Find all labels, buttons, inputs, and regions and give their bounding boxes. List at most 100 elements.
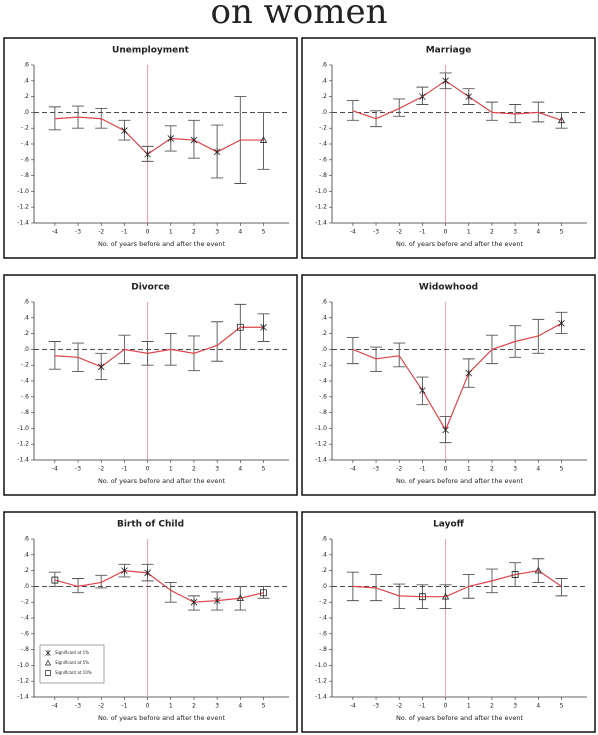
y-tick-label: .0 <box>23 583 29 590</box>
y-tick-label: -.2 <box>319 599 327 606</box>
x-tick-label: -2 <box>396 229 402 236</box>
panel: Marriage .6 .4 .2 .0 -.2 -.4 -.6 -.8 -1.0 -1.2 -1.4… <box>301 37 596 259</box>
x-tick-label: 2 <box>490 703 494 710</box>
x-tick-label: 2 <box>192 703 196 710</box>
y-tick-label: -.4 <box>21 141 29 148</box>
panel: Unemployment .6 .4 .2 .0 -.2 -.4 -.6 -.8 -1.0 -1.2… <box>3 37 298 259</box>
significance-marker <box>236 323 244 331</box>
y-tick-label: -.8 <box>21 646 29 653</box>
y-tick-label: .2 <box>321 93 327 100</box>
y-tick-label: -.2 <box>21 599 29 606</box>
x-tick-label: -2 <box>98 703 104 710</box>
y-tick-label: -.8 <box>319 172 327 179</box>
y-tick-label: .2 <box>321 567 327 574</box>
y-tick-label: -1.2 <box>315 204 327 211</box>
significance-marker <box>260 589 267 597</box>
x-tick-label: -2 <box>396 703 402 710</box>
y-tick-label: .6 <box>23 536 29 543</box>
y-tick-label: -.6 <box>21 393 29 400</box>
x-tick-label: 5 <box>560 229 564 236</box>
error-bar <box>346 337 359 365</box>
y-tick-label: -.6 <box>319 630 327 637</box>
panel-title: Birth of Child <box>117 520 184 530</box>
y-tick-label: -.6 <box>319 393 327 400</box>
x-axis-label: No. of years before and after the event <box>396 240 524 248</box>
x-tick-label: 0 <box>444 466 448 473</box>
significance-marker <box>144 569 151 577</box>
y-tick-label: -1.2 <box>17 678 29 685</box>
y-tick-label: .0 <box>23 346 29 353</box>
x-axis-label: No. of years before and after the event <box>396 477 524 485</box>
significance-marker <box>144 150 151 158</box>
significance-marker <box>167 134 175 143</box>
y-tick-label: -.8 <box>319 409 327 416</box>
x-tick-label: 3 <box>513 229 517 236</box>
significance-marker <box>259 136 268 143</box>
panel-frame <box>3 274 298 496</box>
x-tick-label: -4 <box>350 229 356 236</box>
x-tick-label: 1 <box>169 466 173 473</box>
panel-title: Unemployment <box>112 46 190 56</box>
y-tick-label: -.4 <box>21 615 29 622</box>
error-bar <box>48 571 61 587</box>
x-tick-label: -3 <box>75 466 81 473</box>
x-tick-label: 0 <box>146 703 150 710</box>
figure-heading: on women <box>210 0 387 32</box>
estimate-line <box>352 569 562 598</box>
y-tick-label: -.8 <box>21 409 29 416</box>
estimate-line <box>54 326 264 368</box>
panel: Layoff .6 .4 .2 .0 -.2 -.4 -.6 -.8 -1.0 -1.2 -1.4 -4… <box>301 511 596 733</box>
x-axis-label: No. of years before and after the event <box>98 477 226 485</box>
y-tick-label: -1.4 <box>315 457 327 464</box>
y-tick-label: .6 <box>23 62 29 69</box>
x-tick-label: 0 <box>146 466 150 473</box>
y-tick-label: .0 <box>321 583 327 590</box>
estimate-line <box>352 322 562 432</box>
x-tick-label: 2 <box>192 466 196 473</box>
panel-frame <box>301 274 596 496</box>
y-tick-label: -.6 <box>319 156 327 163</box>
significance-marker <box>465 369 473 377</box>
y-tick-label: .2 <box>23 567 29 574</box>
y-tick-label: .2 <box>23 330 29 337</box>
error-bar <box>485 101 498 121</box>
error-bar <box>393 98 406 117</box>
x-tick-label: 2 <box>192 229 196 236</box>
y-tick-label: -1.2 <box>17 204 29 211</box>
x-tick-label: 5 <box>262 703 266 710</box>
x-tick-label: -3 <box>373 703 379 710</box>
x-tick-label: 4 <box>238 466 242 473</box>
x-axis-label: No. of years before and after the event <box>98 714 226 722</box>
significance-marker <box>236 594 244 602</box>
panel: Widowhood .6 .4 .2 .0 -.2 -.4 -.6 -.8 -1.0 -1.2 -1.… <box>301 274 596 496</box>
legend-marker <box>45 650 51 656</box>
x-axis-label: No. of years before and after the event <box>98 240 226 248</box>
x-tick-label: 2 <box>490 229 494 236</box>
y-tick-label: -.2 <box>21 362 29 369</box>
y-tick-label: -.2 <box>21 125 29 132</box>
x-tick-label: 1 <box>467 466 471 473</box>
x-tick-label: 3 <box>215 466 219 473</box>
x-tick-label: -1 <box>121 466 127 473</box>
error-bar <box>95 574 108 589</box>
error-bar <box>393 342 406 368</box>
y-tick-label: -1.4 <box>17 457 29 464</box>
y-tick-label: -1.2 <box>315 678 327 685</box>
x-tick-label: -2 <box>396 466 402 473</box>
y-tick-label: -.2 <box>319 125 327 132</box>
legend-label: Significant at 1% <box>55 650 89 655</box>
y-tick-label: .6 <box>321 299 327 306</box>
y-tick-label: -1.2 <box>315 441 327 448</box>
y-tick-label: .4 <box>321 77 327 84</box>
x-tick-label: -2 <box>98 229 104 236</box>
panel-title: Marriage <box>426 46 472 56</box>
panel-frame <box>301 37 596 259</box>
significance-marker <box>419 593 426 601</box>
x-tick-label: 0 <box>444 703 448 710</box>
significance-marker <box>511 571 519 578</box>
x-tick-label: 1 <box>467 703 471 710</box>
significance-marker <box>419 386 426 395</box>
y-tick-label: -1.4 <box>17 694 29 701</box>
y-tick-label: -.6 <box>21 156 29 163</box>
